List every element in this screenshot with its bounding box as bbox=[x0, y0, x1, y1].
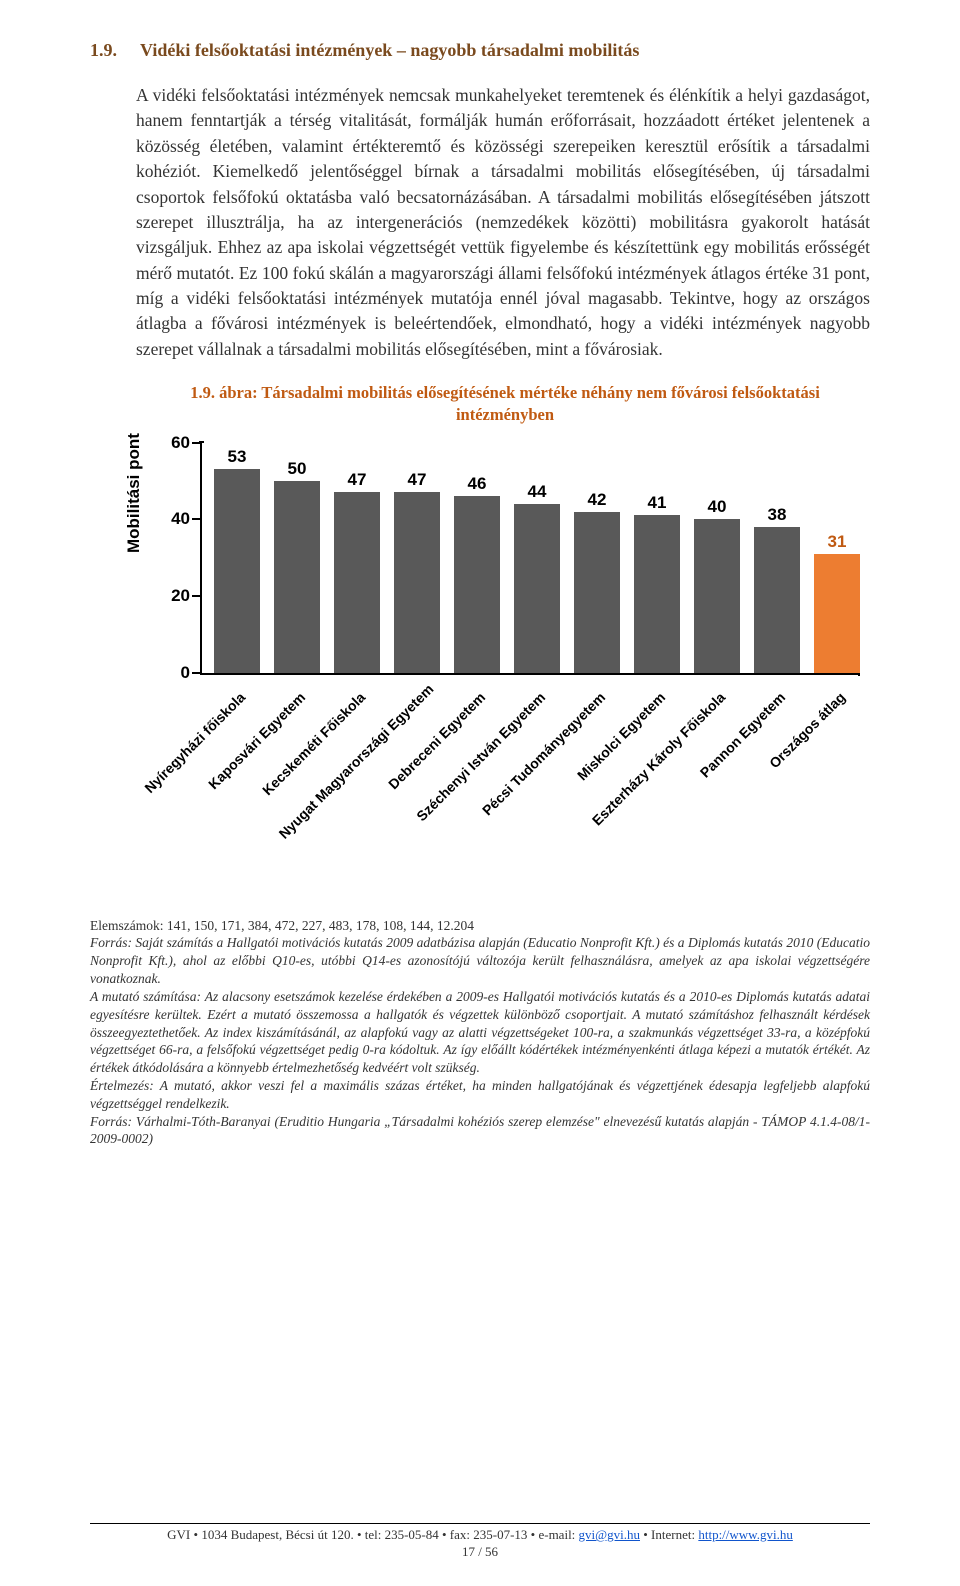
chart-bar bbox=[454, 496, 500, 672]
notes-p2: A mutató számítása: Az alacsony esetszám… bbox=[90, 988, 870, 1077]
chart-bar bbox=[694, 519, 740, 672]
footer-url-link[interactable]: http://www.gvi.hu bbox=[698, 1527, 793, 1542]
footer-email-link[interactable]: gvi@gvi.hu bbox=[579, 1527, 640, 1542]
chart-title: 1.9. ábra: Társadalmi mobilitás elősegít… bbox=[90, 382, 870, 427]
chart-bar-value: 53 bbox=[214, 447, 260, 467]
chart-bar-value: 42 bbox=[574, 490, 620, 510]
section-heading: 1.9. Vidéki felsőoktatási intézmények – … bbox=[90, 40, 870, 61]
chart-bar-value: 38 bbox=[754, 505, 800, 525]
notes-elem: Elemszámok: 141, 150, 171, 384, 472, 227… bbox=[90, 917, 870, 935]
chart-notes: Elemszámok: 141, 150, 171, 384, 472, 227… bbox=[90, 917, 870, 1149]
chart-bar-value: 46 bbox=[454, 474, 500, 494]
chart-bar bbox=[634, 515, 680, 672]
section-title: Vidéki felsőoktatási intézmények – nagyo… bbox=[140, 40, 870, 61]
chart-ytick: 60 bbox=[150, 433, 190, 453]
body-paragraph: A vidéki felsőoktatási intézmények nemcs… bbox=[90, 83, 870, 362]
footer-address: GVI • 1034 Budapest, Bécsi út 120. • tel… bbox=[167, 1527, 578, 1542]
chart-bar-value: 44 bbox=[514, 482, 560, 502]
chart-bar bbox=[334, 492, 380, 672]
mobility-bar-chart: Mobilitási pont 020406053Nyíregyházi fői… bbox=[130, 433, 890, 903]
chart-bar bbox=[214, 469, 260, 672]
chart-ytick: 0 bbox=[150, 663, 190, 683]
page-number: 17 / 56 bbox=[90, 1544, 870, 1560]
chart-bar bbox=[814, 554, 860, 673]
chart-bar bbox=[274, 481, 320, 673]
chart-bar bbox=[394, 492, 440, 672]
notes-p1: Forrás: Saját számítás a Hallgatói motiv… bbox=[90, 934, 870, 987]
chart-bar-value: 40 bbox=[694, 497, 740, 517]
notes-p3: Értelmezés: A mutató, akkor veszi fel a … bbox=[90, 1077, 870, 1113]
chart-bar-value: 47 bbox=[334, 470, 380, 490]
chart-bar-value: 31 bbox=[814, 532, 860, 552]
chart-bar-value: 41 bbox=[634, 493, 680, 513]
chart-y-label: Mobilitási pont bbox=[124, 433, 144, 553]
chart-bar bbox=[574, 512, 620, 673]
chart-x-axis bbox=[200, 673, 860, 675]
chart-bar bbox=[754, 527, 800, 673]
chart-bar-value: 50 bbox=[274, 459, 320, 479]
page-footer: GVI • 1034 Budapest, Bécsi út 120. • tel… bbox=[90, 1523, 870, 1560]
chart-ytick: 40 bbox=[150, 509, 190, 529]
chart-ytick: 20 bbox=[150, 586, 190, 606]
section-number: 1.9. bbox=[90, 40, 136, 61]
chart-bar-value: 47 bbox=[394, 470, 440, 490]
chart-y-axis bbox=[200, 443, 202, 673]
notes-p4: Forrás: Várhalmi-Tóth-Baranyai (Eruditio… bbox=[90, 1113, 870, 1149]
chart-bar bbox=[514, 504, 560, 673]
